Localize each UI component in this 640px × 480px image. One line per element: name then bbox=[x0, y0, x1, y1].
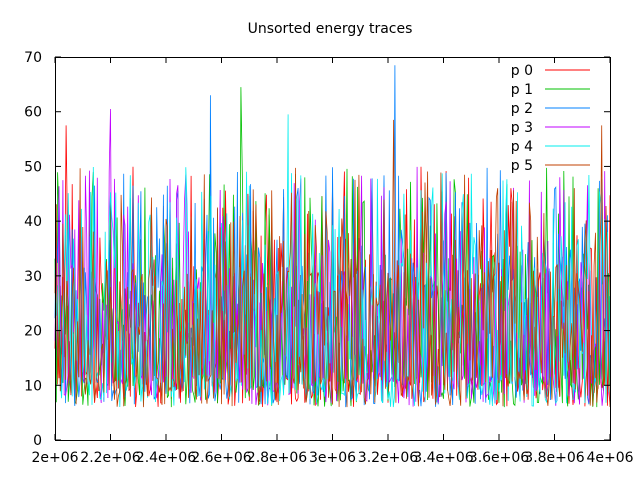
x-tick-label: 3.8e+06 bbox=[524, 450, 585, 466]
legend-label: p 5 bbox=[511, 158, 533, 174]
x-tick-label: 4e+06 bbox=[586, 450, 633, 466]
y-tick-label: 60 bbox=[24, 105, 42, 121]
axes-layer: 2e+06 2.2e+062.4e+062.6e+062.8e+06 3e+06 3.… bbox=[24, 50, 633, 466]
y-tick-label: 20 bbox=[24, 324, 42, 340]
x-tick-label: 2.6e+06 bbox=[191, 450, 252, 466]
x-tick-label: 3.4e+06 bbox=[413, 450, 474, 466]
legend-label: p 4 bbox=[511, 139, 533, 155]
legend-label: p 3 bbox=[511, 120, 533, 136]
y-tick-label: 70 bbox=[24, 50, 42, 66]
traces-layer bbox=[54, 65, 611, 408]
x-tick-label: 2.4e+06 bbox=[136, 450, 197, 466]
y-tick-label: 50 bbox=[24, 159, 42, 175]
x-tick-label: 2.2e+06 bbox=[80, 450, 141, 466]
series-line-5 bbox=[54, 119, 611, 408]
legend-label: p 1 bbox=[511, 82, 533, 98]
chart-title: Unsorted energy traces bbox=[248, 21, 413, 37]
legend-label: p 2 bbox=[511, 101, 533, 117]
y-tick-label: 40 bbox=[24, 214, 42, 230]
x-tick-label: 3.6e+06 bbox=[469, 450, 530, 466]
legend: p 0 p 1 p 2 p 3 p 4 p 5 bbox=[511, 63, 590, 174]
x-tick-label: 3e+06 bbox=[309, 450, 356, 466]
series-line-4 bbox=[54, 114, 611, 408]
x-tick-label: 3.2e+06 bbox=[358, 450, 419, 466]
x-tick-label: 2e+06 bbox=[31, 450, 78, 466]
y-tick-label: 0 bbox=[33, 433, 42, 449]
legend-label: p 0 bbox=[511, 63, 533, 79]
x-tick-label: 2.8e+06 bbox=[247, 450, 308, 466]
y-tick-label: 30 bbox=[24, 269, 42, 285]
y-tick-label: 10 bbox=[24, 378, 42, 394]
